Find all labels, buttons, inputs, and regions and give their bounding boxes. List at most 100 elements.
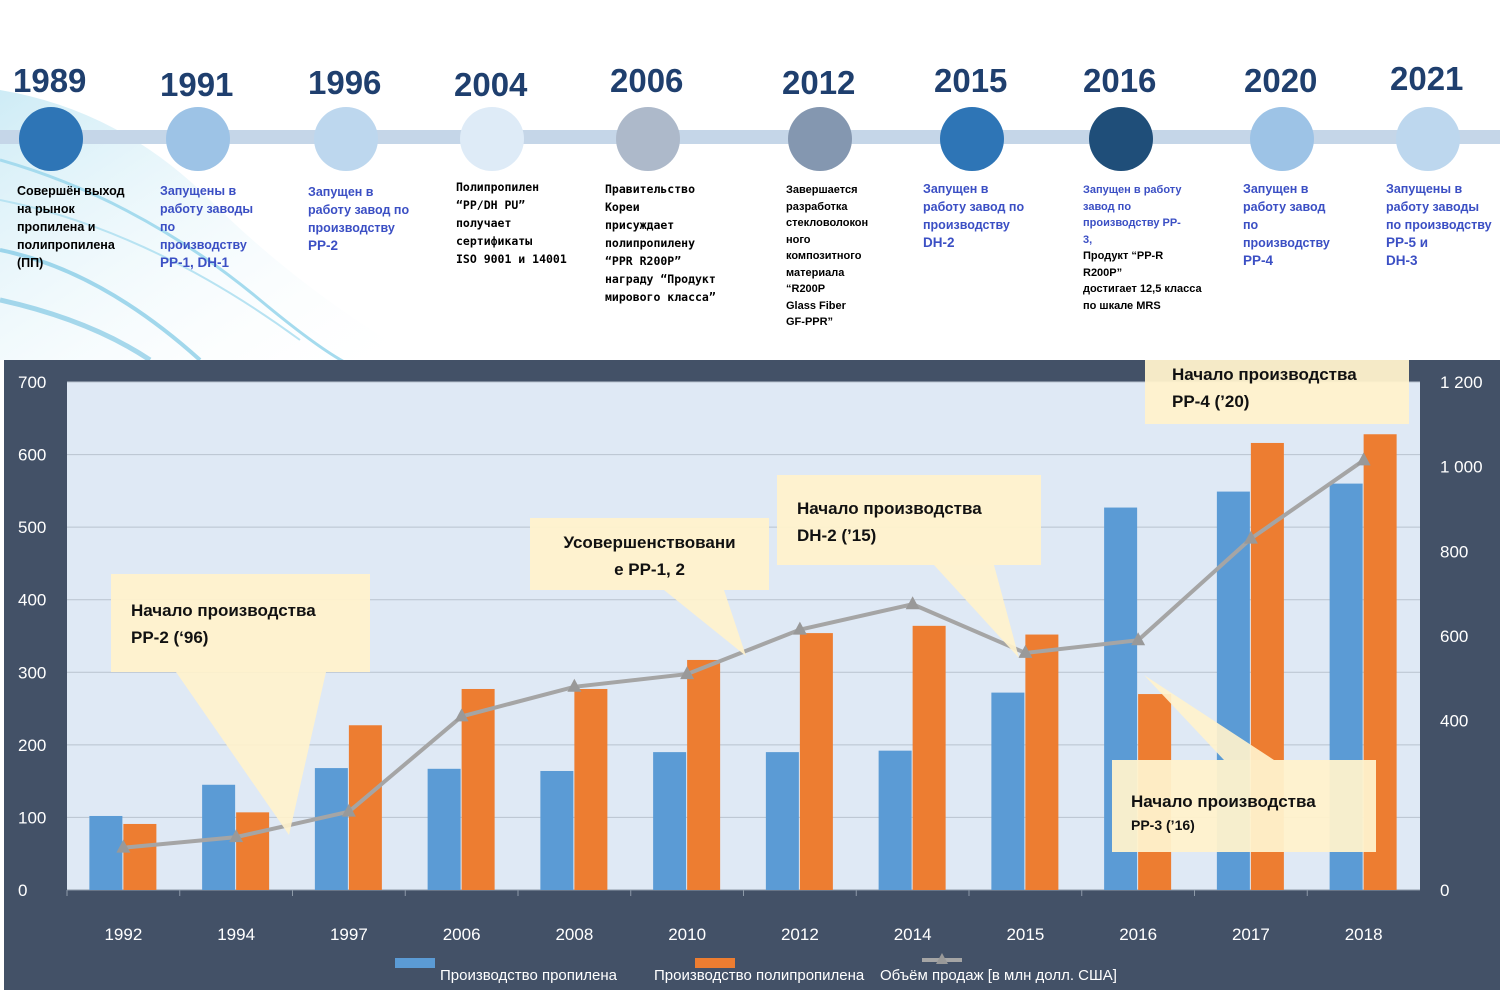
sales-marker: [792, 621, 807, 635]
polypropylene-bar: [799, 633, 833, 890]
timeline-description: Запущены в работу заводы по производству…: [160, 182, 253, 272]
legend-swatch-polypropylene: [695, 958, 735, 968]
callout-text: PP-2 (‘96): [131, 628, 208, 647]
propylene-bar: [427, 768, 461, 890]
y-left-tick-label: 500: [18, 518, 46, 537]
callout-text: Начало производства: [797, 499, 982, 518]
timeline-description-text: Правительство Кореи присуждает полипропи…: [605, 182, 716, 304]
polypropylene-bar: [687, 659, 721, 890]
propylene-bar: [991, 692, 1025, 890]
propylene-bar: [314, 768, 348, 890]
timeline-description: Запущен в работу завод по производству PP…: [1243, 180, 1330, 270]
timeline-milestone-dot: [19, 107, 83, 171]
callout-tail: [934, 565, 1019, 658]
timeline-milestone-dot: [1250, 107, 1314, 171]
timeline-milestone-dot: [940, 107, 1004, 171]
sales-marker: [1243, 530, 1258, 544]
timeline-year: 2021: [1390, 60, 1464, 97]
x-tick-label: 2014: [894, 925, 932, 944]
x-tick-label: 1992: [104, 925, 142, 944]
sales-marker: [680, 666, 695, 680]
timeline-description-text: Запущен в работу завод по производству: [308, 185, 410, 235]
propylene-bar: [878, 750, 912, 890]
callout-tail: [1144, 675, 1274, 760]
callout-text: Начало производства: [131, 601, 316, 620]
timeline-milestone-dot: [166, 107, 230, 171]
x-tick-label: 2016: [1119, 925, 1157, 944]
sales-marker: [567, 678, 582, 692]
propylene-bar: [653, 752, 687, 890]
timeline-plant-name: PP-1, DH-1: [160, 255, 230, 270]
sales-marker: [116, 839, 131, 853]
callout-tail: [664, 590, 746, 656]
timeline-description-text: Запущен в работу завод по производству: [1243, 182, 1330, 250]
callout-text: DH-2 (’15): [797, 526, 876, 545]
callout-tail: [176, 672, 326, 835]
y-left-tick-label: 200: [18, 736, 46, 755]
propylene-bar: [89, 815, 123, 890]
sales-marker: [454, 708, 469, 722]
timeline-year: 1996: [308, 64, 382, 101]
timeline-milestone-dot: [314, 107, 378, 171]
timeline-description-text: Запущены в работу заводы по производству: [160, 184, 254, 252]
timeline-plant-name: PP-4: [1243, 253, 1274, 268]
callout-box: [1145, 360, 1409, 424]
timeline-plant-name: PP-2: [308, 238, 339, 253]
y-right-tick-label: 800: [1440, 542, 1468, 561]
sales-marker: [1018, 644, 1033, 658]
timeline-description: Совершён выход на рынок пропилена и поли…: [17, 182, 125, 272]
x-tick-label: 2017: [1232, 925, 1270, 944]
polypropylene-bar: [1025, 634, 1059, 890]
timeline-description: Правительство Кореи присуждает полипропи…: [605, 180, 716, 306]
y-left-tick-label: 300: [18, 663, 46, 682]
timeline-plant-name: DH-2: [923, 235, 955, 250]
timeline-extra-text: Продукт “PP-R R200P” достигает 12,5 клас…: [1083, 250, 1202, 312]
callout-text: PP-3 (’16): [1131, 817, 1195, 833]
x-tick-label: 1994: [217, 925, 255, 944]
timeline-milestone-dot: [616, 107, 680, 171]
callout-text: Начало производства: [1172, 365, 1357, 384]
chart-panel: 0 100 200 300 400 500 600 700 0 400 600 800 1 000 1 2…: [4, 360, 1500, 990]
sales-marker: [229, 829, 244, 843]
callout-box: [777, 475, 1041, 565]
timeline-milestone-dot: [460, 107, 524, 171]
combo-chart: 0 100 200 300 400 500 600 700 0 400 600 800 1 000 1 2…: [18, 360, 1483, 984]
legend-marker-sales: [936, 953, 948, 964]
timeline-description: Запущен в работу завод по производству P…: [1083, 182, 1202, 314]
callout-box: [111, 574, 370, 672]
timeline-description-text: Завершается разработка стекловолокон ног…: [786, 184, 869, 328]
timeline-year: 2020: [1244, 62, 1318, 99]
sales-marker: [1131, 632, 1146, 646]
timeline-year: 2015: [934, 62, 1008, 99]
y-right-tick-label: 400: [1440, 712, 1468, 731]
timeline-milestone-dot: [1396, 107, 1460, 171]
propylene-bar: [540, 770, 574, 890]
timeline-year: 2006: [610, 62, 684, 99]
timeline-year: 1989: [13, 62, 87, 99]
x-tick-label: 2006: [443, 925, 481, 944]
timeline-description-text: Совершён выход на рынок пропилена и поли…: [17, 184, 125, 270]
polypropylene-bar: [236, 812, 270, 890]
timeline-milestone-dot: [1089, 107, 1153, 171]
timeline-description-text: Запущен в работу завод по производству P…: [1083, 184, 1182, 246]
polypropylene-bar: [123, 823, 157, 890]
timeline-description: Запущен в работу завод по производству PP…: [308, 183, 409, 255]
y-left-tick-label: 400: [18, 591, 46, 610]
polypropylene-bar: [574, 688, 608, 890]
polypropylene-bar: [461, 688, 495, 890]
x-tick-label: 2012: [781, 925, 819, 944]
legend-label-propylene: Производство пропилена: [440, 967, 618, 984]
propylene-bar: [765, 752, 799, 890]
timeline-description: Полипропилен “PP/DH PU” получает сертифи…: [456, 178, 567, 268]
callout-box: [530, 518, 769, 590]
timeline-description-text: Запущены в работу заводы по производству: [1386, 182, 1492, 232]
callout-text: е PP-1, 2: [614, 560, 685, 579]
y-right-tick-label: 0: [1440, 881, 1449, 900]
callout-text: Усовершенствовани: [563, 533, 735, 552]
y-right-tick-label: 600: [1440, 627, 1468, 646]
timeline-plant-name: PP-5 и DH-3: [1386, 235, 1429, 268]
timeline-year: 2012: [782, 64, 856, 101]
y-left-tick-label: 700: [18, 373, 46, 392]
timeline-description-text: Полипропилен “PP/DH PU” получает сертифи…: [456, 180, 567, 266]
legend-label-polypropylene: Производство полипропилена: [654, 967, 865, 984]
